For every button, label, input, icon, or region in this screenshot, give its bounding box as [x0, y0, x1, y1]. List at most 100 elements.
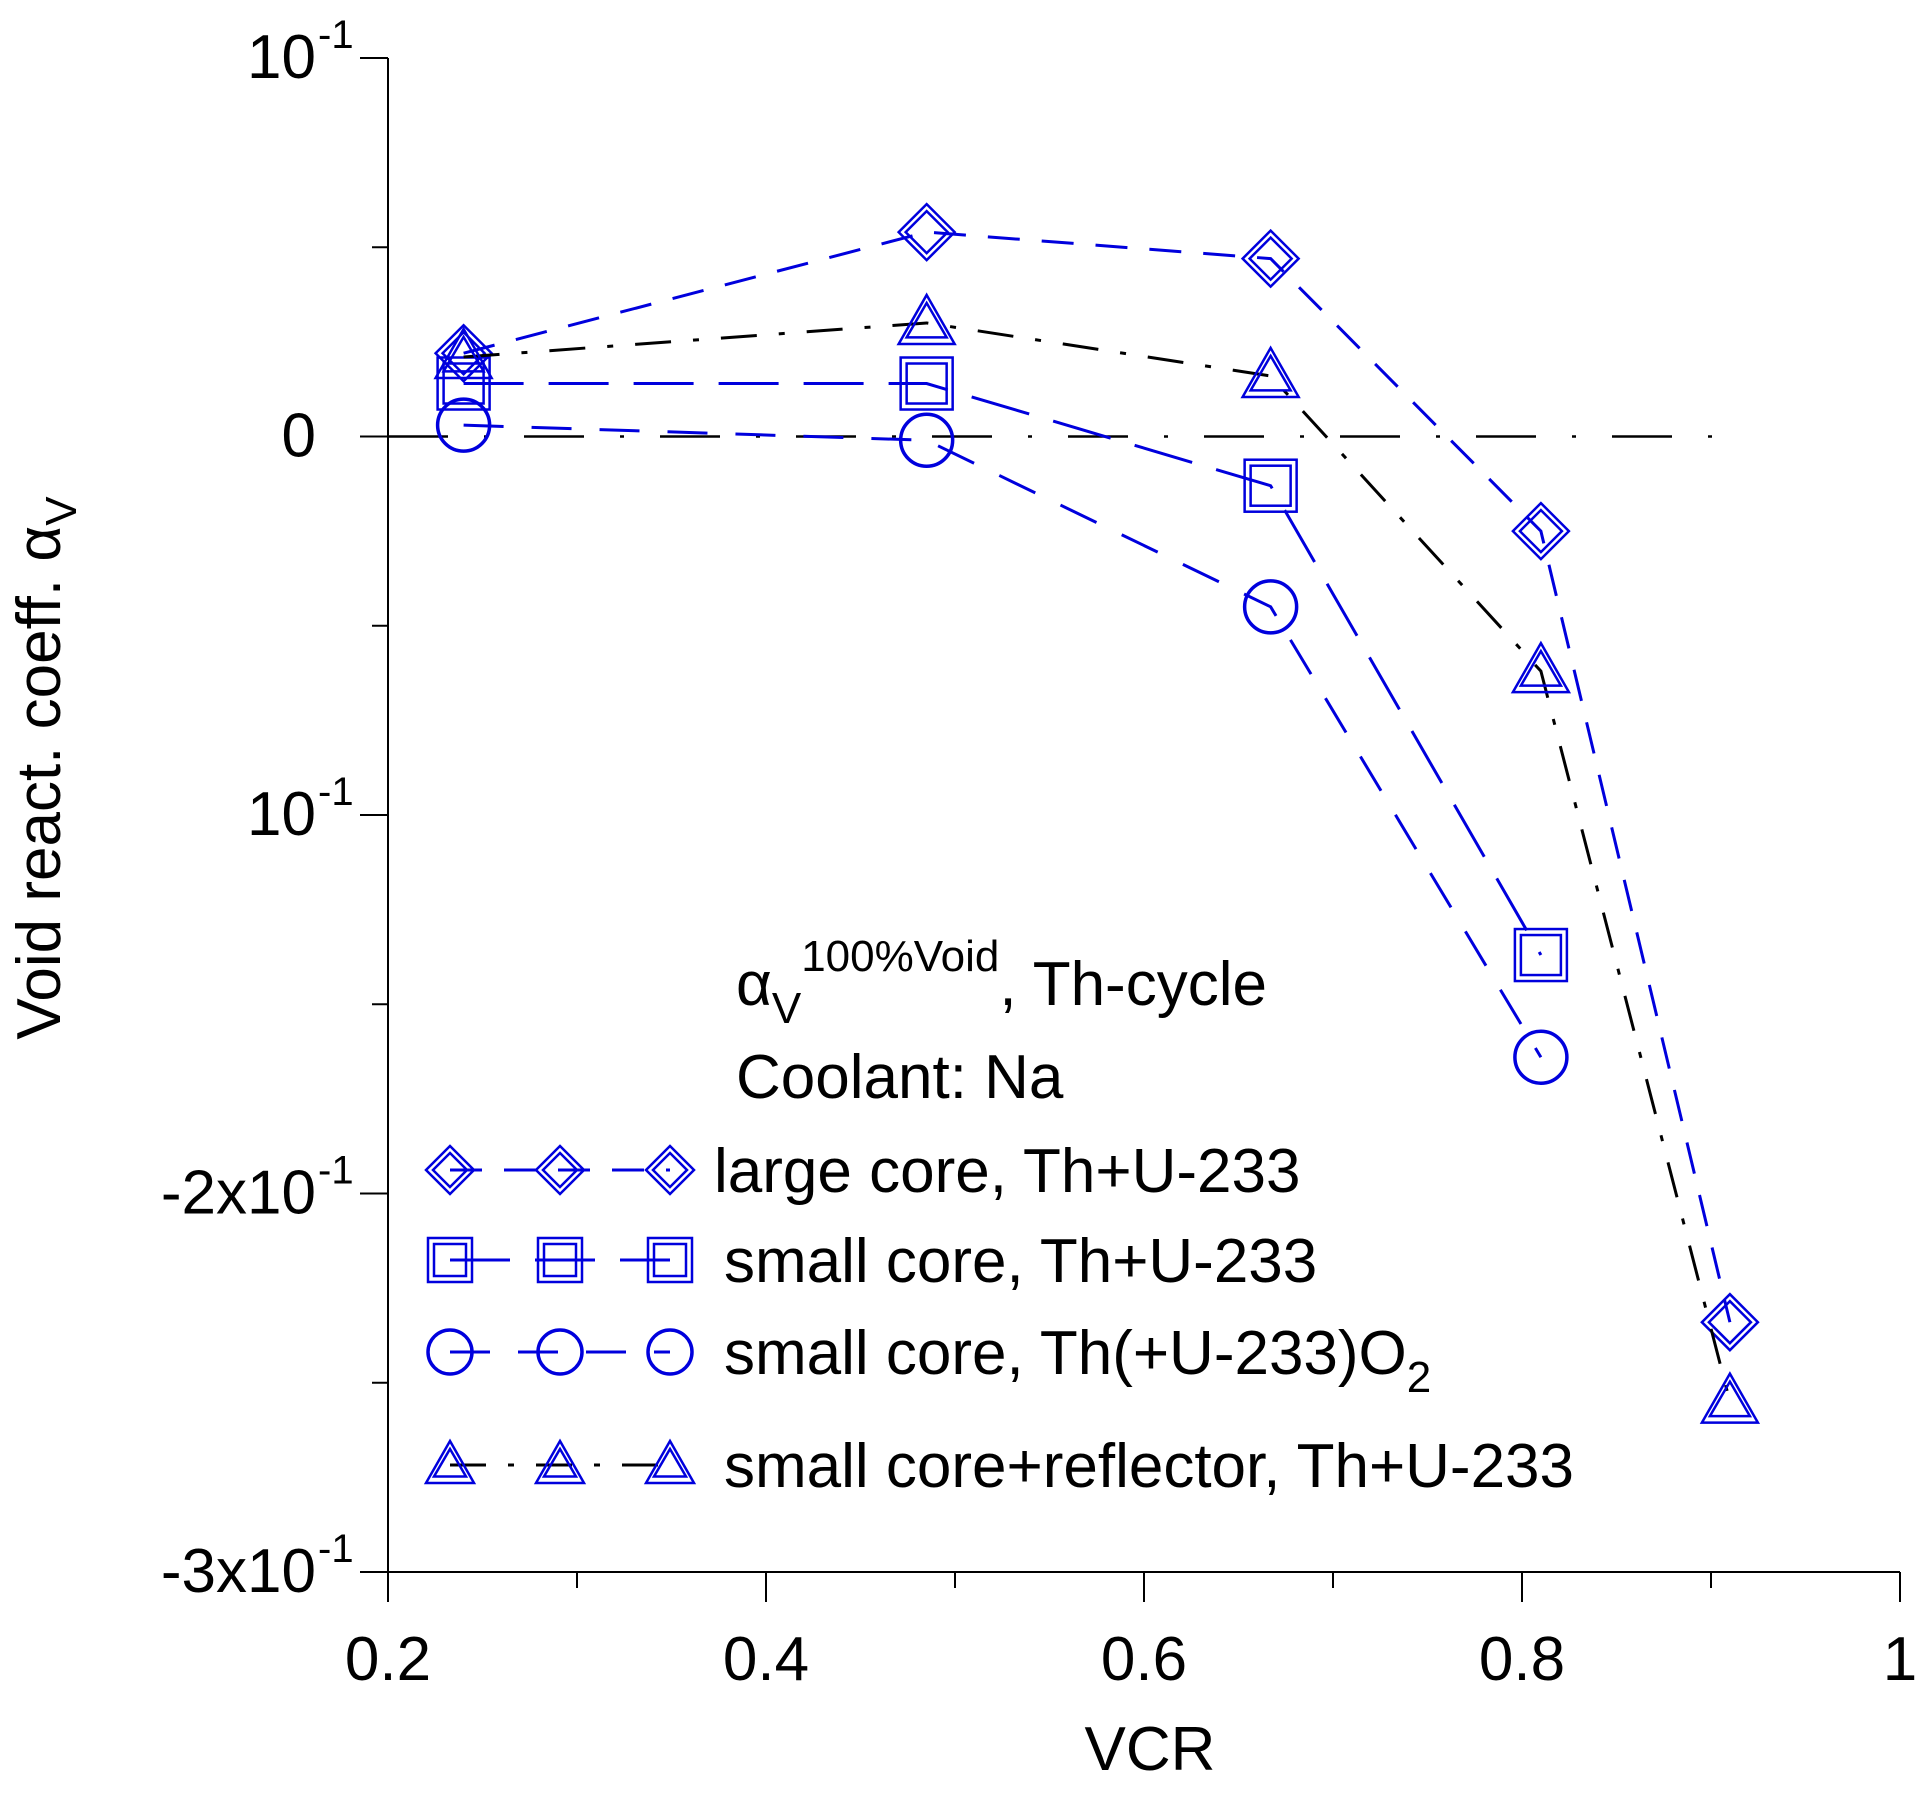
- diamond-outer: [1700, 1292, 1760, 1352]
- annotation-rest: , Th-cycle: [999, 950, 1267, 1019]
- data-point: [435, 397, 492, 453]
- legend-marker: [423, 1438, 477, 1485]
- y-tick-exponent: -1: [318, 1149, 354, 1193]
- triangle-outer: [533, 1438, 587, 1485]
- circle-outline: [1513, 1029, 1569, 1085]
- series-diamond: [433, 202, 1760, 1352]
- y-axis-title-subscript: V: [37, 496, 86, 526]
- square-inner: [432, 1242, 468, 1278]
- legend-marker: [424, 1144, 476, 1196]
- diamond-inner: [1707, 1299, 1753, 1345]
- x-tick-label: 0.4: [723, 1625, 809, 1694]
- series-line: [463, 230, 1732, 1323]
- series-layer: [433, 202, 1761, 1424]
- diamond-inner: [903, 209, 950, 255]
- data-point: [1240, 345, 1301, 399]
- square-inner: [542, 1242, 578, 1278]
- diamond-outer: [1240, 228, 1301, 289]
- square-inner: [1249, 464, 1292, 507]
- data-point: [433, 326, 494, 380]
- square-inner: [905, 362, 948, 405]
- diamond-outer: [896, 202, 957, 262]
- legend-marker: [536, 1236, 584, 1284]
- data-point: [1243, 458, 1298, 513]
- triangle-inner: [541, 1446, 579, 1478]
- triangle-outer: [1240, 345, 1301, 399]
- circle-outline: [536, 1328, 584, 1376]
- data-point: [1240, 228, 1301, 289]
- triangle-outer: [423, 1438, 477, 1485]
- diamond-inner: [431, 1151, 469, 1189]
- legend-entry-square: small core, Th+U-233: [426, 1227, 1317, 1296]
- x-tick-label: 0.6: [1101, 1625, 1187, 1694]
- square-outer: [1243, 458, 1298, 513]
- triangle-outer: [1510, 640, 1572, 694]
- legend-marker: [426, 1236, 474, 1284]
- circle-outline: [435, 397, 492, 453]
- square-inner: [652, 1242, 688, 1278]
- y-tick-exponent: -1: [318, 13, 354, 57]
- series-square: [436, 356, 1569, 983]
- legend-marker: [643, 1438, 697, 1485]
- data-point: [1513, 927, 1569, 983]
- data-point: [1511, 501, 1571, 561]
- square-outer: [646, 1236, 694, 1284]
- legend-marker: [646, 1328, 694, 1376]
- triangle-inner: [431, 1446, 469, 1478]
- circle-outline: [1242, 579, 1299, 635]
- legend-marker: [534, 1144, 586, 1196]
- circle-outline: [646, 1328, 694, 1376]
- legend-label: small core, Th(+U-233)O2: [724, 1319, 1431, 1402]
- annotation-title: αV100%Void, Th-cycle: [736, 932, 1267, 1033]
- data-point: [896, 202, 957, 262]
- legend-label: large core, Th+U-233: [714, 1137, 1300, 1206]
- data-point: [436, 356, 491, 411]
- series-line: [463, 423, 1543, 1059]
- diamond-outer: [433, 323, 494, 383]
- series-line: [463, 321, 1732, 1403]
- diamond-outer: [424, 1144, 476, 1196]
- legend-marker: [426, 1328, 474, 1376]
- data-point: [1513, 1029, 1569, 1085]
- diamond-inner: [651, 1151, 689, 1189]
- circle-outline: [898, 412, 955, 469]
- legend-marker: [644, 1144, 696, 1196]
- data-point: [1242, 579, 1299, 635]
- series-triangle: [433, 292, 1761, 1424]
- diamond-inner: [1247, 235, 1294, 282]
- annotation-superscript: 100%Void: [801, 932, 999, 981]
- square-outer: [1513, 927, 1569, 983]
- triangle-inner: [1248, 353, 1293, 392]
- data-point: [1700, 1292, 1760, 1352]
- x-axis-title: VCR: [1085, 1715, 1216, 1784]
- y-tick-label: -3x10: [161, 1537, 316, 1606]
- triangle-inner: [651, 1446, 689, 1478]
- legend-label: small core+reflector, Th+U-233: [724, 1432, 1574, 1501]
- data-point: [896, 292, 957, 346]
- data-point: [433, 323, 494, 383]
- series-line: [463, 382, 1543, 956]
- triangle-outer: [433, 326, 494, 380]
- legend-entry-circle: small core, Th(+U-233)O2: [426, 1319, 1431, 1402]
- square-outer: [899, 356, 954, 411]
- triangle-inner: [441, 334, 486, 373]
- square-outer: [536, 1236, 584, 1284]
- triangle-inner: [1707, 1379, 1753, 1418]
- legend-entry-diamond: large core, Th+U-233: [424, 1137, 1300, 1206]
- annotation-subscript: V: [772, 984, 802, 1033]
- y-axis-title: Void react. coeff. αV: [5, 496, 86, 1040]
- circle-outline: [426, 1328, 474, 1376]
- diamond-outer: [1511, 501, 1571, 561]
- annotation-coolant: Coolant: Na: [736, 1043, 1064, 1112]
- diamond-inner: [541, 1151, 579, 1189]
- square-outer: [436, 356, 491, 411]
- data-point: [1510, 640, 1572, 694]
- triangle-inner: [904, 300, 949, 339]
- series-circle: [435, 397, 1569, 1085]
- y-tick-exponent: -1: [318, 1527, 354, 1571]
- diamond-inner: [1518, 508, 1564, 554]
- legend-marker: [646, 1236, 694, 1284]
- diamond-outer: [644, 1144, 696, 1196]
- legend-marker: [533, 1438, 587, 1485]
